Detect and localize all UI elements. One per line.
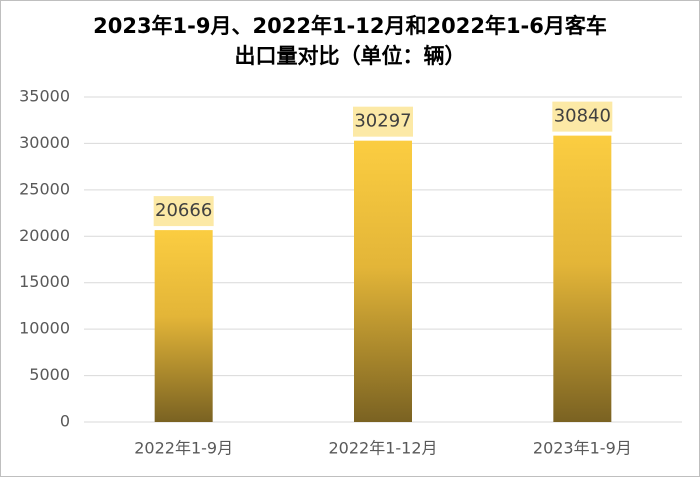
bar bbox=[154, 230, 213, 422]
x-tick-label: 2022年1-9月 bbox=[134, 439, 233, 458]
value-label-box bbox=[552, 101, 613, 132]
value-label: 20666 bbox=[155, 200, 212, 221]
x-tick-label: 2023年1-9月 bbox=[533, 439, 632, 458]
chart-title: 2023年1-9月、2022年1-12月和2022年1-6月客车 bbox=[93, 14, 607, 38]
y-tick-label: 20000 bbox=[19, 226, 70, 245]
value-label: 30297 bbox=[354, 111, 411, 132]
y-tick-label: 35000 bbox=[19, 87, 70, 106]
bar bbox=[354, 140, 412, 422]
y-tick-label: 15000 bbox=[19, 272, 70, 291]
value-label: 30840 bbox=[554, 106, 611, 127]
y-tick-label: 25000 bbox=[19, 179, 70, 198]
value-label-box bbox=[353, 106, 413, 137]
value-label-box bbox=[153, 196, 214, 227]
y-tick-label: 10000 bbox=[19, 319, 70, 338]
y-tick-label: 30000 bbox=[19, 133, 70, 152]
bar bbox=[553, 135, 612, 422]
chart-title: 出口量对比（单位：辆） bbox=[235, 44, 466, 68]
x-tick-label: 2022年1-12月 bbox=[328, 439, 437, 458]
y-tick-label: 5000 bbox=[29, 365, 70, 384]
y-tick-label: 0 bbox=[60, 412, 70, 431]
